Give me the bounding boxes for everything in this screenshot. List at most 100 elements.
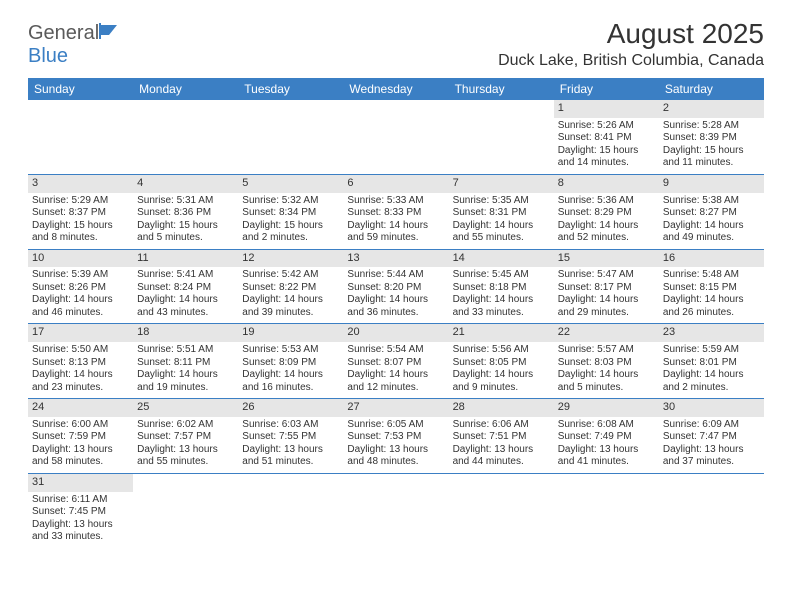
daylight-text: Daylight: 13 hours and 44 minutes. (453, 444, 550, 469)
day-details: Sunrise: 5:41 AMSunset: 8:24 PMDaylight:… (133, 267, 238, 323)
sunset-text: Sunset: 8:20 PM (347, 282, 444, 295)
day-number: 18 (133, 324, 238, 342)
day-details: Sunrise: 5:51 AMSunset: 8:11 PMDaylight:… (133, 342, 238, 398)
daylight-text: Daylight: 15 hours and 11 minutes. (663, 145, 760, 170)
sunrise-text: Sunrise: 6:02 AM (137, 419, 234, 432)
day-number: 16 (659, 250, 764, 268)
calendar-cell: 26Sunrise: 6:03 AMSunset: 7:55 PMDayligh… (238, 399, 343, 474)
weekday-header: Monday (133, 78, 238, 100)
day-details: Sunrise: 6:05 AMSunset: 7:53 PMDaylight:… (343, 417, 448, 473)
sunset-text: Sunset: 8:24 PM (137, 282, 234, 295)
sunset-text: Sunset: 7:49 PM (558, 431, 655, 444)
calendar-cell: 11Sunrise: 5:41 AMSunset: 8:24 PMDayligh… (133, 249, 238, 324)
sunrise-text: Sunrise: 5:36 AM (558, 195, 655, 208)
day-number: 26 (238, 399, 343, 417)
day-number: 12 (238, 250, 343, 268)
sunset-text: Sunset: 7:47 PM (663, 431, 760, 444)
daylight-text: Daylight: 14 hours and 23 minutes. (32, 369, 129, 394)
daylight-text: Daylight: 15 hours and 5 minutes. (137, 220, 234, 245)
sunrise-text: Sunrise: 6:09 AM (663, 419, 760, 432)
calendar-cell (133, 473, 238, 547)
flag-icon (99, 22, 121, 45)
daylight-text: Daylight: 14 hours and 33 minutes. (453, 294, 550, 319)
sunrise-text: Sunrise: 6:05 AM (347, 419, 444, 432)
daylight-text: Daylight: 14 hours and 36 minutes. (347, 294, 444, 319)
weekday-header: Wednesday (343, 78, 448, 100)
day-details: Sunrise: 6:02 AMSunset: 7:57 PMDaylight:… (133, 417, 238, 473)
daylight-text: Daylight: 13 hours and 33 minutes. (32, 519, 129, 544)
sunset-text: Sunset: 8:05 PM (453, 357, 550, 370)
calendar-cell: 20Sunrise: 5:54 AMSunset: 8:07 PMDayligh… (343, 324, 448, 399)
calendar-cell: 13Sunrise: 5:44 AMSunset: 8:20 PMDayligh… (343, 249, 448, 324)
calendar-cell (449, 100, 554, 174)
sunset-text: Sunset: 8:15 PM (663, 282, 760, 295)
calendar-row: 10Sunrise: 5:39 AMSunset: 8:26 PMDayligh… (28, 249, 764, 324)
calendar-row: 17Sunrise: 5:50 AMSunset: 8:13 PMDayligh… (28, 324, 764, 399)
daylight-text: Daylight: 14 hours and 19 minutes. (137, 369, 234, 394)
calendar-row: 3Sunrise: 5:29 AMSunset: 8:37 PMDaylight… (28, 174, 764, 249)
weekday-header: Friday (554, 78, 659, 100)
day-details: Sunrise: 5:39 AMSunset: 8:26 PMDaylight:… (28, 267, 133, 323)
calendar-cell: 24Sunrise: 6:00 AMSunset: 7:59 PMDayligh… (28, 399, 133, 474)
daylight-text: Daylight: 14 hours and 39 minutes. (242, 294, 339, 319)
day-details: Sunrise: 6:11 AMSunset: 7:45 PMDaylight:… (28, 492, 133, 548)
daylight-text: Daylight: 14 hours and 46 minutes. (32, 294, 129, 319)
header: GeneralBlue August 2025 Duck Lake, Briti… (28, 18, 764, 70)
calendar-cell: 12Sunrise: 5:42 AMSunset: 8:22 PMDayligh… (238, 249, 343, 324)
calendar-cell: 6Sunrise: 5:33 AMSunset: 8:33 PMDaylight… (343, 174, 448, 249)
sunrise-text: Sunrise: 5:32 AM (242, 195, 339, 208)
sunset-text: Sunset: 8:36 PM (137, 207, 234, 220)
calendar-cell: 28Sunrise: 6:06 AMSunset: 7:51 PMDayligh… (449, 399, 554, 474)
day-details: Sunrise: 5:33 AMSunset: 8:33 PMDaylight:… (343, 193, 448, 249)
day-number: 10 (28, 250, 133, 268)
sunset-text: Sunset: 8:27 PM (663, 207, 760, 220)
sunrise-text: Sunrise: 5:38 AM (663, 195, 760, 208)
day-details: Sunrise: 5:42 AMSunset: 8:22 PMDaylight:… (238, 267, 343, 323)
sunrise-text: Sunrise: 5:48 AM (663, 269, 760, 282)
daylight-text: Daylight: 13 hours and 48 minutes. (347, 444, 444, 469)
calendar-row: 24Sunrise: 6:00 AMSunset: 7:59 PMDayligh… (28, 399, 764, 474)
calendar-row: 31Sunrise: 6:11 AMSunset: 7:45 PMDayligh… (28, 473, 764, 547)
daylight-text: Daylight: 15 hours and 8 minutes. (32, 220, 129, 245)
day-number: 13 (343, 250, 448, 268)
day-details: Sunrise: 5:48 AMSunset: 8:15 PMDaylight:… (659, 267, 764, 323)
daylight-text: Daylight: 14 hours and 2 minutes. (663, 369, 760, 394)
sunset-text: Sunset: 8:29 PM (558, 207, 655, 220)
sunset-text: Sunset: 8:17 PM (558, 282, 655, 295)
sunrise-text: Sunrise: 5:57 AM (558, 344, 655, 357)
day-number: 21 (449, 324, 554, 342)
sunrise-text: Sunrise: 5:53 AM (242, 344, 339, 357)
day-number: 31 (28, 474, 133, 492)
calendar-cell (28, 100, 133, 174)
sunset-text: Sunset: 7:57 PM (137, 431, 234, 444)
sunrise-text: Sunrise: 5:39 AM (32, 269, 129, 282)
day-number: 8 (554, 175, 659, 193)
day-number: 15 (554, 250, 659, 268)
day-number: 4 (133, 175, 238, 193)
calendar-cell (343, 473, 448, 547)
daylight-text: Daylight: 14 hours and 9 minutes. (453, 369, 550, 394)
page: GeneralBlue August 2025 Duck Lake, Briti… (0, 0, 792, 566)
sunrise-text: Sunrise: 5:29 AM (32, 195, 129, 208)
sunset-text: Sunset: 8:41 PM (558, 132, 655, 145)
calendar-row: 1Sunrise: 5:26 AMSunset: 8:41 PMDaylight… (28, 100, 764, 174)
calendar-cell: 29Sunrise: 6:08 AMSunset: 7:49 PMDayligh… (554, 399, 659, 474)
calendar-cell (659, 473, 764, 547)
month-title: August 2025 (498, 18, 764, 50)
daylight-text: Daylight: 14 hours and 26 minutes. (663, 294, 760, 319)
day-number: 1 (554, 100, 659, 118)
daylight-text: Daylight: 14 hours and 12 minutes. (347, 369, 444, 394)
sunset-text: Sunset: 8:03 PM (558, 357, 655, 370)
day-details: Sunrise: 6:06 AMSunset: 7:51 PMDaylight:… (449, 417, 554, 473)
daylight-text: Daylight: 14 hours and 29 minutes. (558, 294, 655, 319)
location: Duck Lake, British Columbia, Canada (498, 52, 764, 70)
day-number: 28 (449, 399, 554, 417)
calendar-cell: 17Sunrise: 5:50 AMSunset: 8:13 PMDayligh… (28, 324, 133, 399)
sunrise-text: Sunrise: 5:33 AM (347, 195, 444, 208)
calendar-cell: 22Sunrise: 5:57 AMSunset: 8:03 PMDayligh… (554, 324, 659, 399)
calendar-cell (554, 473, 659, 547)
day-number: 5 (238, 175, 343, 193)
day-number: 2 (659, 100, 764, 118)
sunset-text: Sunset: 8:34 PM (242, 207, 339, 220)
title-block: August 2025 Duck Lake, British Columbia,… (498, 18, 764, 70)
